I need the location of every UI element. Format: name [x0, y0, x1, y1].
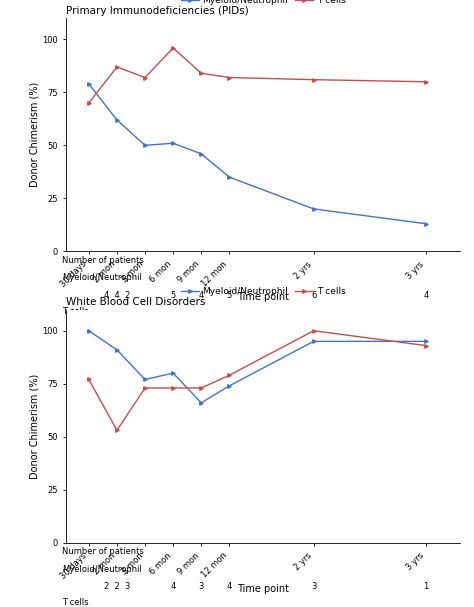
T cells [423, 78, 429, 86]
Myeloid/Neutrophil [170, 140, 176, 147]
Myeloid/Neutrophil [114, 346, 120, 353]
Text: 4: 4 [423, 291, 428, 300]
Line: T cells: T cells [87, 46, 428, 104]
Text: Number of patients: Number of patients [63, 548, 144, 557]
T cells [170, 384, 176, 392]
T cells [142, 384, 148, 392]
Myeloid/Neutrophil [423, 220, 429, 228]
T cells [114, 63, 120, 70]
Text: 3: 3 [311, 582, 316, 591]
Text: 4  5  2: 4 5 2 [104, 326, 130, 335]
Text: 4: 4 [199, 291, 204, 300]
Myeloid/Neutrophil [199, 399, 204, 407]
Myeloid/Neutrophil [311, 205, 317, 212]
Myeloid/Neutrophil [227, 174, 232, 181]
Text: Primary Immunodeficiencies (PIDs): Primary Immunodeficiencies (PIDs) [66, 6, 249, 16]
Text: 6: 6 [311, 291, 316, 300]
Text: 5: 5 [227, 291, 232, 300]
Y-axis label: Donor Chimerism (%): Donor Chimerism (%) [29, 373, 39, 479]
Myeloid/Neutrophil [423, 337, 429, 345]
Text: Myeloid/Neutrophil: Myeloid/Neutrophil [63, 565, 142, 574]
Text: 2  2  3: 2 2 3 [104, 582, 130, 591]
T cells [423, 342, 429, 349]
Legend: Myeloid/Neutrophil, T cells: Myeloid/Neutrophil, T cells [177, 0, 349, 8]
T cells [114, 427, 120, 434]
Text: 3: 3 [199, 582, 204, 591]
Legend: Myeloid/Neutrophil, T cells: Myeloid/Neutrophil, T cells [177, 284, 349, 300]
Myeloid/Neutrophil [199, 150, 204, 157]
Text: 7: 7 [311, 326, 316, 335]
Myeloid/Neutrophil [311, 337, 317, 345]
Myeloid/Neutrophil [86, 327, 91, 334]
Myeloid/Neutrophil [86, 80, 91, 87]
Y-axis label: Donor Chimerism (%): Donor Chimerism (%) [29, 82, 39, 188]
Text: T cells: T cells [63, 598, 89, 607]
Text: 6: 6 [171, 326, 176, 335]
X-axis label: Time point: Time point [237, 292, 289, 302]
Line: T cells: T cells [87, 329, 428, 432]
Myeloid/Neutrophil [114, 117, 120, 124]
Myeloid/Neutrophil [170, 370, 176, 377]
X-axis label: Time point: Time point [237, 583, 289, 594]
T cells [142, 74, 148, 81]
Text: 4  4  2: 4 4 2 [104, 291, 130, 300]
T cells [227, 74, 232, 81]
T cells [86, 376, 91, 383]
Text: 1: 1 [423, 582, 428, 591]
Text: 4: 4 [199, 326, 204, 335]
Myeloid/Neutrophil [142, 376, 148, 383]
T cells [199, 384, 204, 392]
Text: 5: 5 [227, 326, 232, 335]
Myeloid/Neutrophil [227, 382, 232, 390]
Myeloid/Neutrophil [142, 141, 148, 149]
T cells [170, 44, 176, 52]
Text: T cells: T cells [63, 307, 89, 316]
T cells [227, 371, 232, 379]
T cells [311, 76, 317, 83]
Text: 4: 4 [171, 582, 176, 591]
T cells [311, 327, 317, 334]
Line: Myeloid/Neutrophil: Myeloid/Neutrophil [87, 82, 428, 225]
T cells [86, 100, 91, 107]
Text: 5: 5 [171, 291, 176, 300]
Text: Myeloid/Neutrophil: Myeloid/Neutrophil [63, 273, 142, 282]
Text: White Blood Cell Disorders: White Blood Cell Disorders [66, 297, 206, 307]
Text: 4: 4 [227, 582, 232, 591]
Line: Myeloid/Neutrophil: Myeloid/Neutrophil [87, 329, 428, 404]
Text: 4: 4 [423, 326, 428, 335]
Text: Number of patients: Number of patients [63, 256, 144, 265]
T cells [199, 70, 204, 77]
